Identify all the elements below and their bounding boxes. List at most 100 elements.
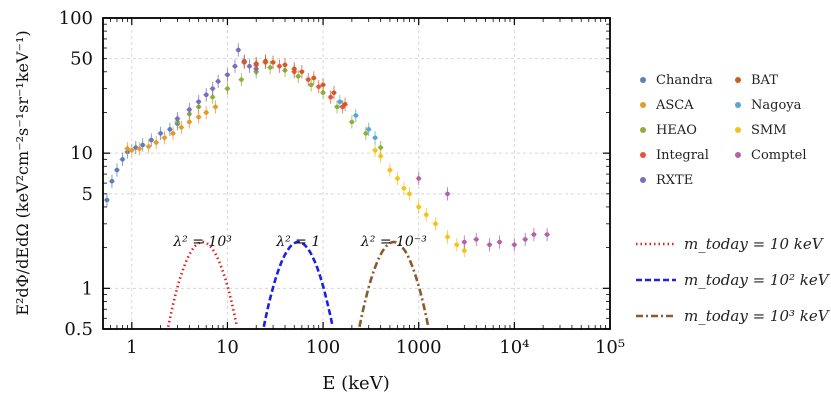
legend-label: Comptel bbox=[751, 147, 807, 163]
series-comptel bbox=[415, 171, 550, 252]
x-tick-label: 10⁵ bbox=[595, 337, 625, 358]
data-points bbox=[103, 43, 550, 258]
data-point bbox=[129, 147, 135, 153]
data-point bbox=[267, 65, 273, 70]
legend-item-integral: Integral bbox=[640, 147, 735, 163]
data-point bbox=[196, 99, 201, 105]
data-point bbox=[454, 242, 460, 248]
data-point bbox=[487, 242, 492, 248]
legend-marker bbox=[735, 102, 741, 108]
data-point bbox=[203, 110, 209, 115]
data-point bbox=[162, 135, 167, 141]
data-point bbox=[378, 153, 383, 159]
lambda-label: λ² = 10⁻³ bbox=[360, 234, 427, 250]
data-point bbox=[407, 191, 412, 197]
data-point bbox=[366, 127, 372, 132]
data-point bbox=[462, 239, 467, 245]
data-point bbox=[210, 86, 215, 91]
data-point bbox=[203, 92, 209, 98]
data-point bbox=[225, 86, 230, 91]
data-point bbox=[522, 237, 528, 242]
legend-item-chandra: Chandra bbox=[640, 72, 735, 88]
y-tick-label: 0.5 bbox=[64, 319, 93, 340]
legend-marker bbox=[640, 102, 646, 108]
x-axis-label: E (keV) bbox=[322, 373, 389, 394]
series-bat bbox=[241, 54, 348, 111]
legend-label: ASCA bbox=[656, 97, 694, 113]
x-tick-label: 10 bbox=[216, 337, 239, 358]
data-point bbox=[308, 82, 314, 88]
dataset-legend: Chandra BAT ASCA Nagoya HEAO SMM Integral Compt… bbox=[640, 72, 830, 188]
x-tick-label: 1 bbox=[126, 337, 137, 358]
data-point bbox=[291, 66, 297, 72]
data-point bbox=[125, 146, 130, 151]
data-point bbox=[299, 69, 305, 75]
data-point bbox=[282, 62, 288, 68]
legend-model-item: m_today = 10³ keV bbox=[636, 298, 831, 334]
data-point bbox=[196, 114, 201, 120]
data-point bbox=[120, 157, 125, 162]
data-point bbox=[146, 144, 151, 149]
data-point bbox=[295, 74, 301, 79]
legend-label: HEAO bbox=[656, 122, 697, 138]
data-point bbox=[109, 178, 115, 184]
data-point bbox=[149, 137, 154, 143]
y-tick-label: 100 bbox=[59, 8, 93, 29]
y-tick-label: 50 bbox=[70, 49, 93, 70]
data-point bbox=[372, 135, 378, 141]
data-point bbox=[175, 116, 180, 121]
legend-marker bbox=[640, 77, 646, 83]
data-point bbox=[232, 63, 238, 69]
data-point bbox=[387, 167, 393, 173]
legend-item-smm: SMM bbox=[735, 122, 830, 138]
data-point bbox=[253, 61, 259, 66]
model-curve bbox=[358, 240, 430, 328]
series-heao bbox=[174, 60, 384, 155]
data-point bbox=[241, 60, 247, 65]
y-tick-label: 1 bbox=[82, 278, 93, 299]
data-point bbox=[247, 63, 252, 69]
data-point bbox=[187, 107, 192, 112]
data-point bbox=[334, 104, 340, 110]
legend-marker bbox=[735, 127, 741, 133]
data-point bbox=[331, 90, 337, 96]
series-integral bbox=[253, 55, 346, 114]
lambda-label: λ² = 1 bbox=[275, 234, 320, 250]
legend-item-heao: HEAO bbox=[640, 122, 735, 138]
legend-line-swatch bbox=[636, 242, 676, 246]
data-point bbox=[305, 77, 311, 82]
data-point bbox=[531, 232, 537, 237]
legend-item-asca: ASCA bbox=[640, 97, 735, 113]
series-asca bbox=[124, 100, 219, 157]
legend-line-swatch bbox=[636, 314, 676, 318]
series-chandra bbox=[103, 117, 181, 207]
legend-label: Integral bbox=[656, 147, 709, 163]
legend-model-label: m_today = 10³ keV bbox=[684, 307, 829, 325]
data-point bbox=[342, 101, 348, 107]
legend-label: RXTE bbox=[656, 172, 694, 188]
data-point bbox=[187, 119, 192, 125]
series-smm bbox=[372, 143, 468, 258]
plot-frame bbox=[102, 17, 611, 330]
curve-labels: λ² = 10³ λ² = 1 λ² = 10⁻³ bbox=[172, 234, 427, 250]
data-point bbox=[445, 234, 450, 240]
data-point bbox=[473, 237, 479, 242]
legend-line-swatch bbox=[636, 278, 676, 282]
data-point bbox=[416, 204, 422, 210]
data-point bbox=[544, 232, 550, 237]
data-point bbox=[104, 197, 110, 203]
data-point bbox=[179, 125, 184, 130]
legend-marker bbox=[640, 152, 646, 158]
legend-model-label: m_today = 10² keV bbox=[684, 271, 829, 289]
tick-labels: 1 10 100 1000 10⁴ 10⁵ 0.5 1 5 10 50 100 bbox=[59, 8, 625, 358]
legend-model-label: m_today = 10 keV bbox=[684, 235, 823, 253]
data-point bbox=[337, 99, 343, 105]
data-point bbox=[137, 146, 142, 151]
data-point bbox=[311, 75, 317, 81]
data-point bbox=[114, 167, 120, 173]
data-point bbox=[263, 58, 268, 64]
data-point bbox=[210, 94, 215, 100]
model-curve bbox=[262, 240, 334, 328]
data-point bbox=[433, 221, 438, 227]
